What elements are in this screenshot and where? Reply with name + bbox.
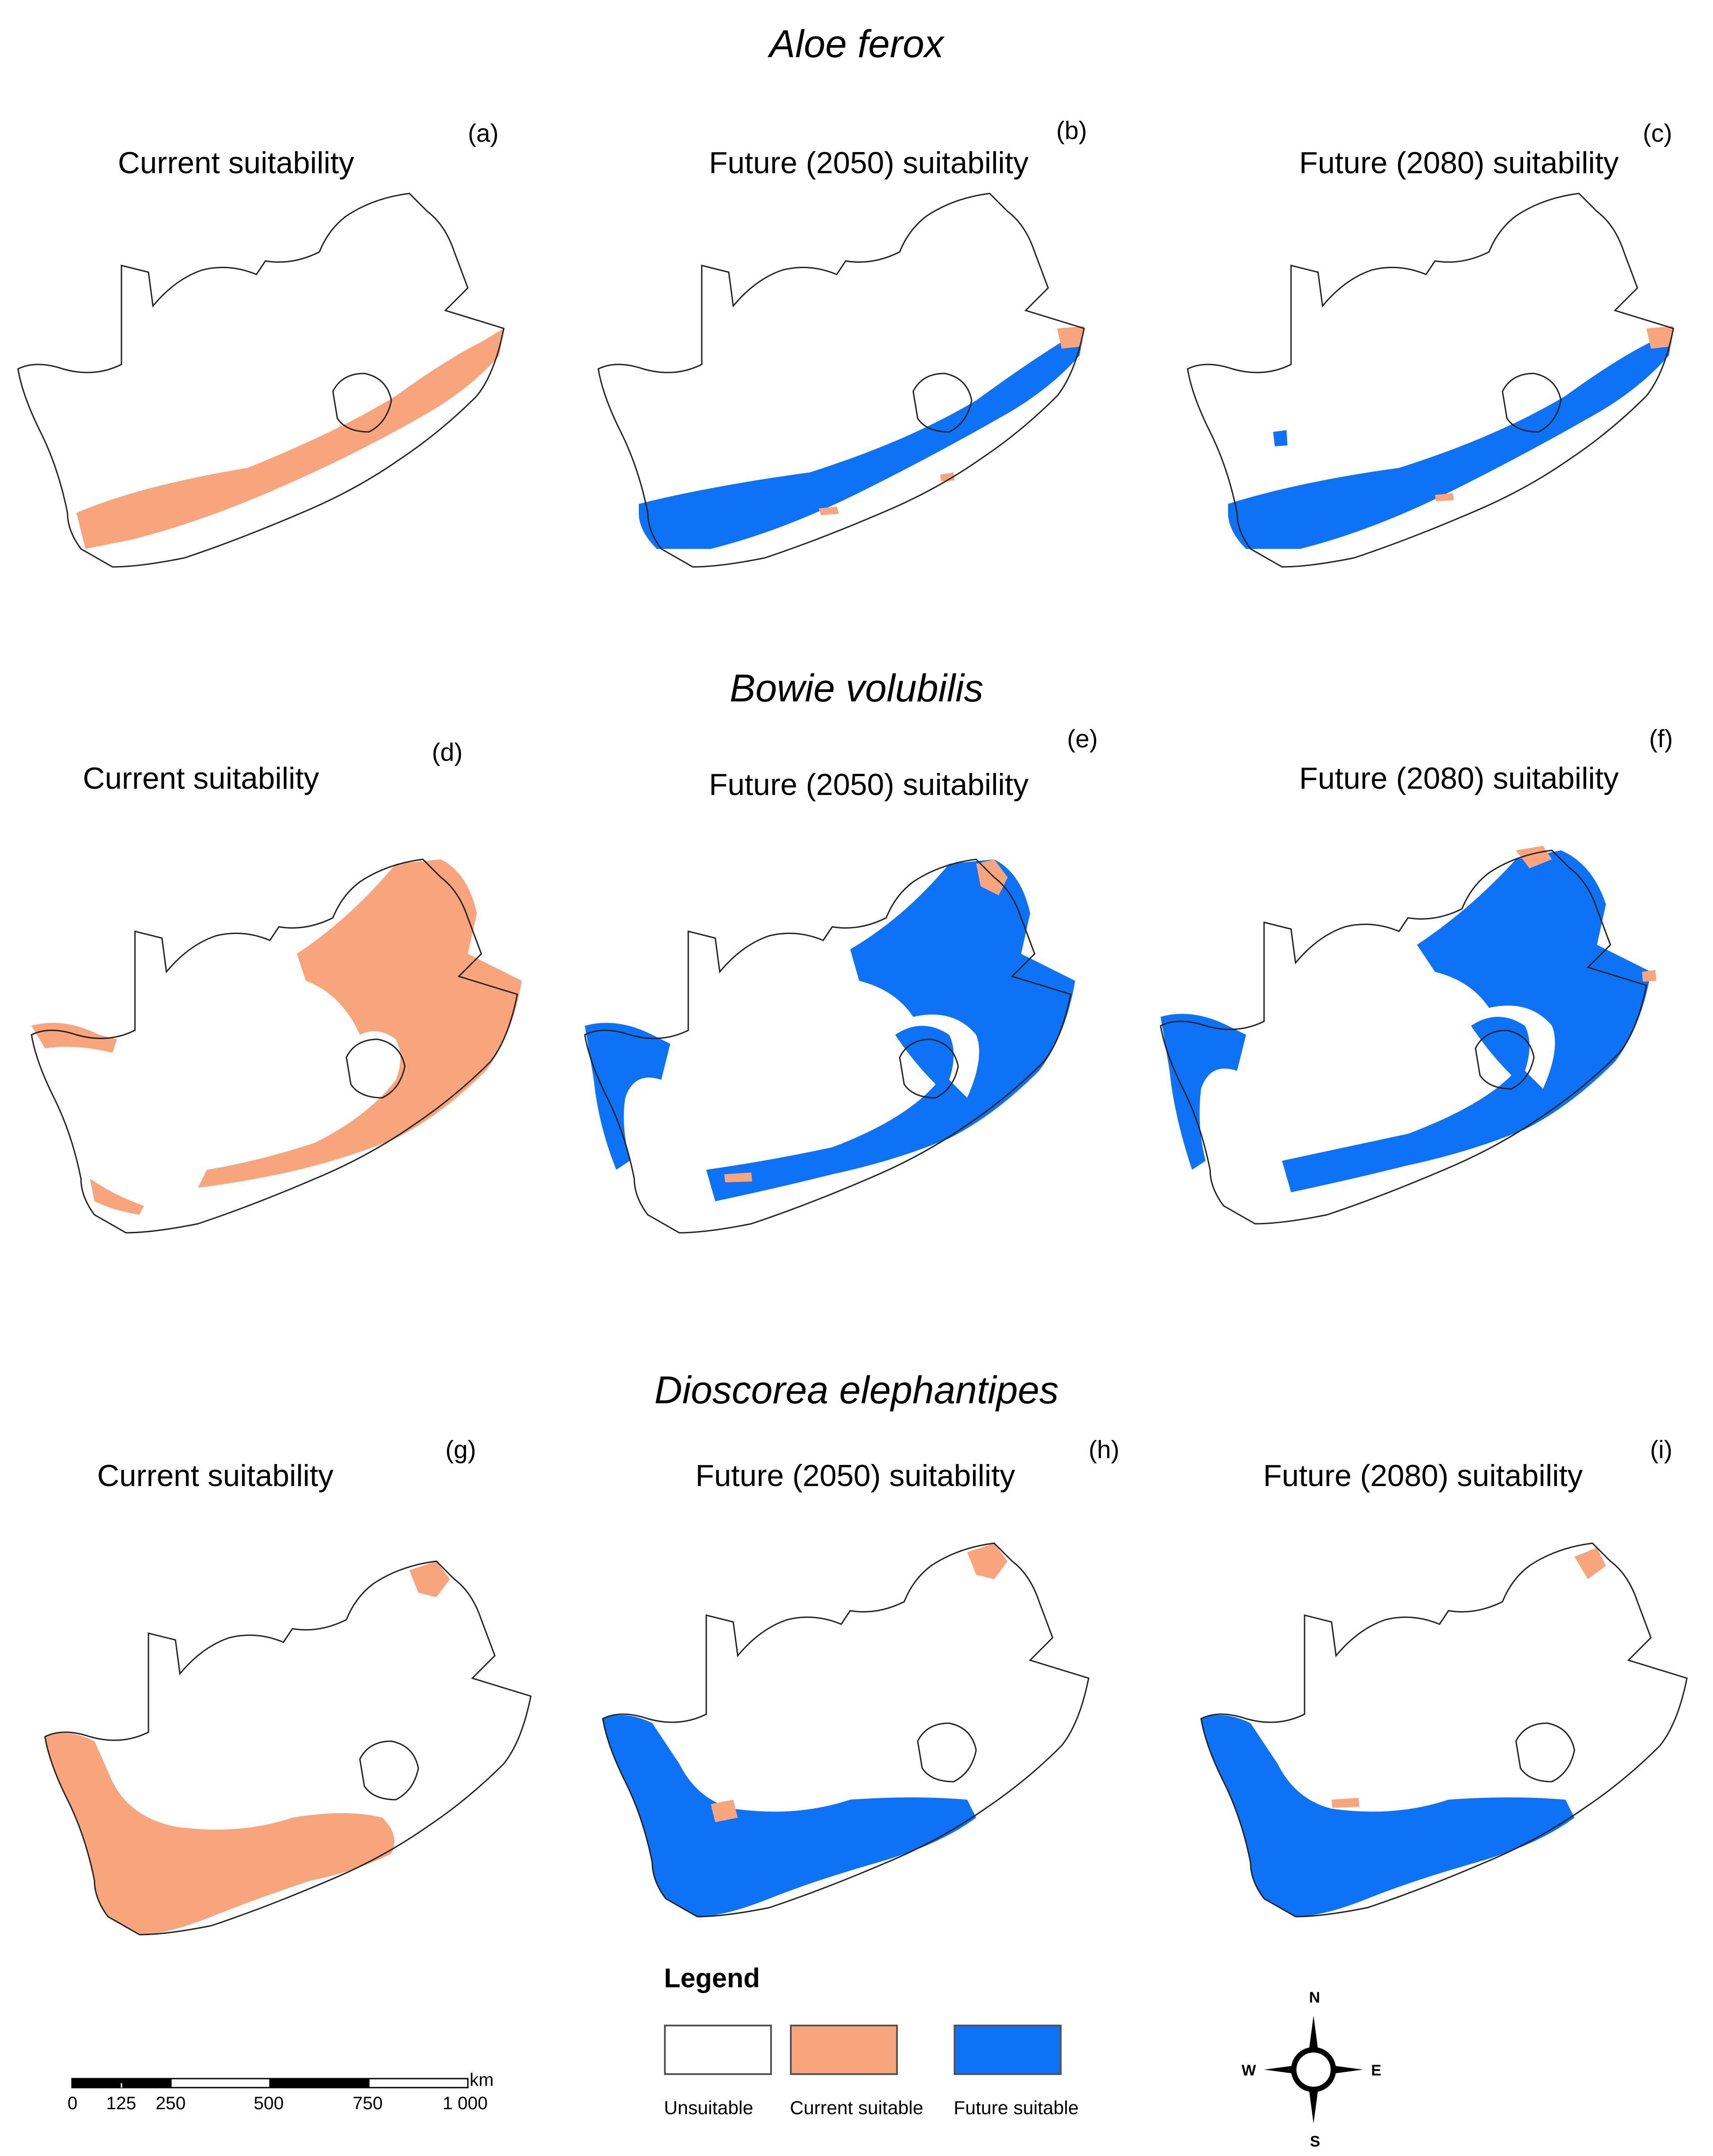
panel-letter-h: (h): [1089, 1435, 1120, 1464]
panel-title-g: Current suitability: [97, 1459, 334, 1493]
future-suitable-area: [1282, 850, 1651, 1192]
current-suitable-area: [819, 507, 839, 515]
panel-letter-i: (i): [1650, 1435, 1673, 1464]
species-title-dioscorea-elephantipes: Dioscorea elephantipes: [654, 1369, 1059, 1412]
lesotho-outline: [1502, 373, 1562, 433]
current-suitable-area: [1057, 326, 1084, 349]
current-suitable-area: [90, 1179, 144, 1215]
current-suitable-area: [198, 859, 522, 1188]
panel-title-d: Current suitability: [83, 761, 319, 795]
lesotho-outline: [1475, 1029, 1535, 1090]
current-suitable-area: [940, 472, 955, 481]
legend-label-future-suitable: Future suitable: [954, 2097, 1079, 2118]
compass-south-label: S: [1310, 2133, 1320, 2150]
current-suitable-area: [1646, 326, 1673, 349]
country-outline: [31, 858, 518, 1234]
future-suitable-area: [1273, 430, 1287, 446]
country-outline: [1187, 193, 1674, 568]
species-title-bowie-volubilis: Bowie volubilis: [729, 667, 984, 710]
scale-unit: km: [470, 2070, 494, 2090]
lesotho-outline: [345, 1038, 406, 1099]
scale-tick-0: 0: [67, 2093, 78, 2113]
scale-tick-1000: 1 000: [443, 2093, 488, 2113]
lesotho-outline: [359, 1740, 419, 1801]
scale-tick-500: 500: [254, 2093, 284, 2113]
current-suitable-area: [976, 859, 1008, 895]
scale-tick-250: 250: [156, 2093, 186, 2113]
lesotho-outline: [912, 373, 973, 433]
country-outline: [602, 1542, 1090, 1918]
legend-swatch-current-suitable: [790, 2025, 898, 2075]
scale-tick-750: 750: [353, 2093, 383, 2113]
country-outline: [44, 1560, 532, 1936]
future-suitable-area: [1201, 1715, 1574, 1917]
current-suitable-area: [1435, 493, 1454, 501]
panel-letter-g: (g): [445, 1435, 476, 1464]
current-suitable-area: [45, 1733, 395, 1935]
panel-letter-c: (c): [1643, 119, 1673, 147]
country-outline: [1160, 849, 1647, 1225]
current-suitable-area: [76, 328, 504, 549]
current-suitable-area: [967, 1543, 1008, 1579]
panel-title-f: Future (2080) suitability: [1299, 761, 1619, 795]
current-suitable-area: [1332, 1798, 1359, 1808]
scale-tick-125: 125: [106, 2093, 136, 2113]
scale-bar: [71, 2078, 469, 2089]
panel-title-c: Future (2080) suitability: [1299, 146, 1619, 180]
panel-title-e: Future (2050) suitability: [709, 768, 1029, 802]
legend-swatch-future-suitable: [954, 2025, 1062, 2075]
map-panel-h: [602, 1542, 1090, 1918]
future-suitable-area: [1161, 1014, 1246, 1170]
panel-title-b: Future (2050) suitability: [709, 146, 1029, 180]
map-panel-g: [44, 1560, 532, 1936]
future-suitable-area: [706, 859, 1075, 1201]
future-suitable-area: [639, 328, 1084, 549]
panel-letter-e: (e): [1067, 724, 1098, 753]
panel-title-i: Future (2080) suitability: [1263, 1459, 1583, 1493]
map-panel-a: [17, 193, 505, 568]
future-suitable-area: [603, 1715, 976, 1917]
lesotho-outline: [899, 1038, 959, 1099]
map-panel-b: [597, 193, 1085, 568]
country-outline: [1200, 1542, 1688, 1918]
country-outline: [17, 193, 505, 568]
current-suitable-area: [409, 1561, 450, 1597]
map-panel-f: [1160, 846, 1656, 1225]
map-panel-c: [1187, 193, 1674, 568]
panel-letter-b: (b): [1056, 116, 1087, 144]
lesotho-outline: [917, 1722, 977, 1783]
map-panel-d: [31, 858, 522, 1234]
panel-letter-a: (a): [468, 119, 499, 147]
north-arrow-icon: [1264, 2016, 1363, 2124]
current-suitable-area: [711, 1800, 738, 1822]
current-suitable-area: [724, 1172, 752, 1182]
panel-title-a: Current suitability: [118, 146, 354, 180]
current-suitable-area: [1574, 1548, 1606, 1579]
legend-label-unsuitable: Unsuitable: [664, 2097, 753, 2118]
panel-letter-d: (d): [432, 738, 463, 766]
future-suitable-area: [1228, 328, 1673, 549]
country-outline: [597, 193, 1085, 568]
legend-swatch-unsuitable: [664, 2025, 772, 2075]
map-panel-e: [584, 858, 1075, 1234]
legend-title: Legend: [664, 1963, 760, 1993]
future-suitable-area: [585, 1023, 670, 1170]
compass-east-label: E: [1371, 2062, 1381, 2079]
species-title-aloe-ferox: Aloe ferox: [769, 22, 944, 66]
compass-north-label: N: [1309, 1989, 1320, 2006]
current-suitable-area: [1642, 970, 1656, 982]
lesotho-outline: [1515, 1722, 1575, 1783]
legend-label-current-suitable: Current suitable: [790, 2097, 924, 2118]
lesotho-outline: [332, 373, 392, 433]
panel-title-h: Future (2050) suitability: [695, 1459, 1015, 1493]
compass-west-label: W: [1242, 2062, 1256, 2079]
country-outline: [584, 858, 1072, 1234]
map-panel-i: [1200, 1542, 1688, 1918]
panel-letter-f: (f): [1649, 724, 1673, 753]
